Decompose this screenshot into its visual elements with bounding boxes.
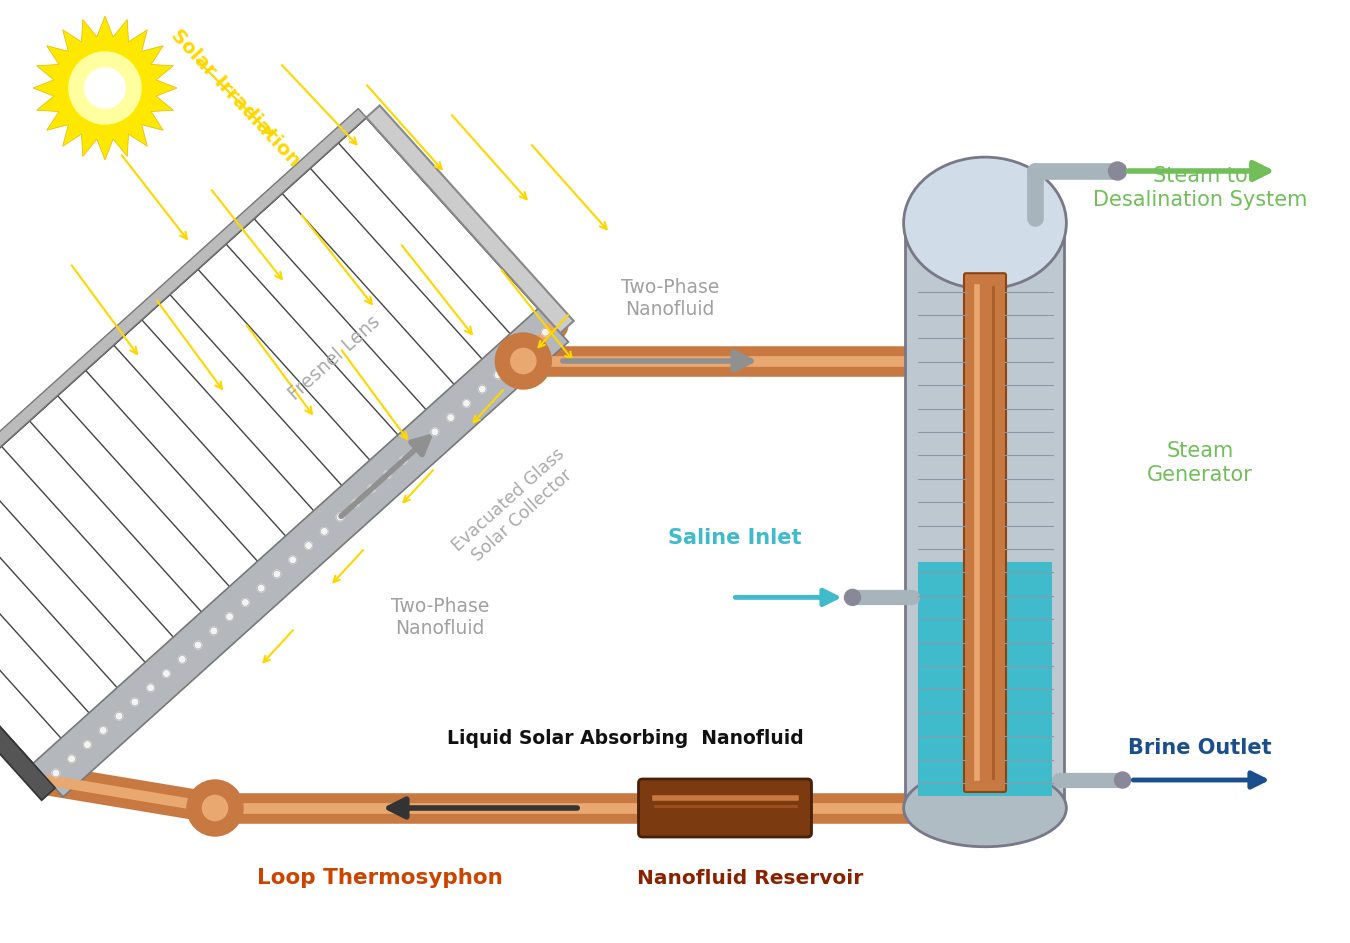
Circle shape [845,589,860,605]
Circle shape [305,542,312,550]
Circle shape [957,333,1012,389]
Circle shape [242,599,250,606]
Circle shape [352,499,359,506]
FancyBboxPatch shape [964,273,1006,792]
Circle shape [431,428,439,436]
Circle shape [525,342,533,350]
Circle shape [162,670,170,677]
Circle shape [972,795,998,820]
Circle shape [336,513,344,521]
Ellipse shape [903,769,1066,847]
Circle shape [510,348,536,373]
Circle shape [541,328,549,336]
Circle shape [369,485,375,492]
Text: Saline Inlet: Saline Inlet [668,528,802,548]
Circle shape [1108,162,1126,180]
Circle shape [188,780,243,836]
Text: Steam
Generator: Steam Generator [1148,441,1253,485]
Ellipse shape [903,157,1066,289]
Polygon shape [32,308,568,797]
Circle shape [53,769,59,777]
Circle shape [69,52,140,124]
Text: Two-Phase
Nanofluid: Two-Phase Nanofluid [621,277,720,319]
Circle shape [289,556,297,564]
Text: Fresnel Lens: Fresnel Lens [285,312,385,404]
Circle shape [510,357,517,365]
Circle shape [320,527,328,536]
Circle shape [972,348,998,373]
Circle shape [463,400,470,407]
Circle shape [273,571,281,578]
Circle shape [202,795,228,820]
Circle shape [957,780,1012,836]
FancyBboxPatch shape [918,562,1053,796]
Circle shape [84,741,92,749]
Circle shape [478,386,486,393]
Circle shape [416,442,423,450]
Circle shape [225,613,234,620]
FancyBboxPatch shape [906,221,1065,810]
Circle shape [495,333,551,389]
Polygon shape [366,106,574,333]
Circle shape [494,372,502,379]
Text: Loop Thermosyphon: Loop Thermosyphon [256,868,502,888]
Circle shape [211,627,217,635]
Text: Evacuated Glass
Solar Collector: Evacuated Glass Solar Collector [448,445,582,571]
Circle shape [68,755,76,763]
Circle shape [1115,772,1130,788]
Circle shape [115,712,123,720]
Text: Two-Phase
Nanofluid: Two-Phase Nanofluid [390,598,489,638]
Polygon shape [0,118,560,788]
Circle shape [447,414,455,422]
FancyBboxPatch shape [639,779,811,837]
Circle shape [100,727,107,735]
Circle shape [194,641,201,649]
Circle shape [383,471,392,478]
Circle shape [131,698,139,705]
Circle shape [258,585,265,592]
Circle shape [178,655,186,663]
Text: Liquid Solar Absorbing  Nanofluid: Liquid Solar Absorbing Nanofluid [447,729,803,748]
Polygon shape [0,108,366,572]
Text: Solar Irradiation: Solar Irradiation [166,25,304,171]
Text: Steam to
Desalination System: Steam to Desalination System [1092,166,1307,209]
Polygon shape [0,564,55,800]
Text: Brine Outlet: Brine Outlet [1129,738,1272,758]
Circle shape [400,456,408,464]
Polygon shape [0,572,55,800]
Circle shape [85,68,126,108]
Polygon shape [32,16,177,160]
Text: Nanofluid Reservoir: Nanofluid Reservoir [637,869,863,887]
Circle shape [147,684,154,691]
